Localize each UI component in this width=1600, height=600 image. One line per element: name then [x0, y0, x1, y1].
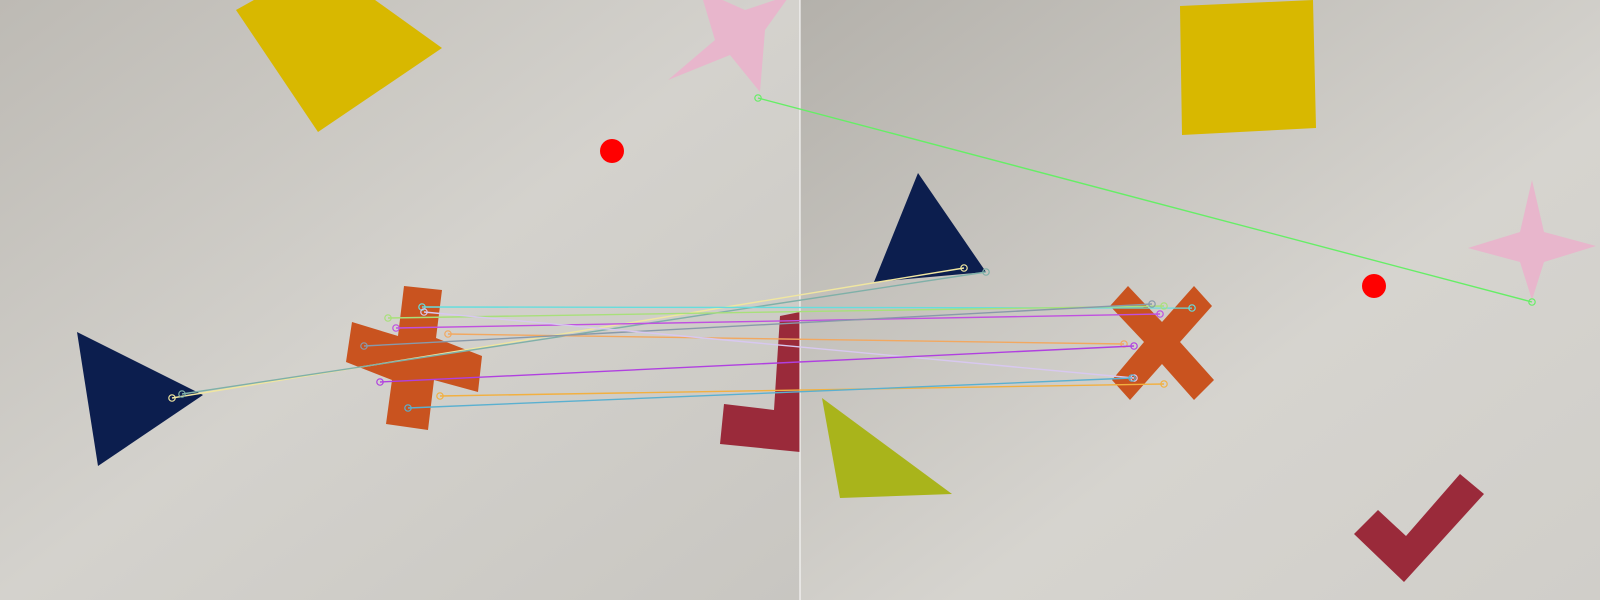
keypoint-right [960, 264, 968, 272]
left-photo [0, 0, 800, 600]
maroon-checkmark [720, 312, 800, 452]
match-line [439, 383, 1165, 397]
navy-triangle [77, 332, 203, 466]
keypoint-right [1528, 298, 1536, 306]
match-line [407, 377, 1133, 409]
keypoint-left [404, 404, 412, 412]
match-line [387, 305, 1165, 319]
yellow-square [236, 0, 442, 132]
keypoint-right [1128, 374, 1136, 382]
match-line [395, 313, 1161, 329]
match-line [379, 345, 1135, 383]
keypoint-right [1148, 300, 1156, 308]
keypoint-right [1130, 342, 1138, 350]
match-line [757, 97, 1533, 303]
keypoint-right [1156, 310, 1164, 318]
keypoint-left [754, 94, 762, 102]
pink-star [1468, 180, 1596, 300]
keypoint-left [436, 392, 444, 400]
pink-star [668, 0, 787, 92]
keypoint-right [1188, 304, 1196, 312]
red-dot [1362, 274, 1386, 298]
yellow-square [1180, 0, 1316, 135]
keypoint-left [360, 342, 368, 350]
match-line [423, 311, 1135, 379]
maroon-checkmark [1354, 474, 1484, 582]
keypoint-right [1160, 302, 1168, 310]
keypoint-left [418, 303, 426, 311]
right-photo [800, 0, 1600, 600]
keypoint-right [982, 268, 990, 276]
keypoint-left [444, 330, 452, 338]
red-dot [600, 139, 624, 163]
keypoint-right [1120, 340, 1128, 348]
keypoint-left [420, 308, 428, 316]
keypoint-left [392, 324, 400, 332]
keypoint-right [1160, 380, 1168, 388]
match-line [363, 303, 1153, 347]
keypoint-left [384, 314, 392, 322]
keypoint-left [376, 378, 384, 386]
keypoint-left [178, 390, 186, 398]
left-paper-background [0, 0, 800, 600]
keypoint-left [168, 394, 176, 402]
navy-triangle [874, 173, 986, 282]
match-lines [168, 94, 1536, 412]
match-line [181, 271, 987, 395]
olive-triangle [822, 398, 952, 498]
match-line [171, 267, 965, 399]
